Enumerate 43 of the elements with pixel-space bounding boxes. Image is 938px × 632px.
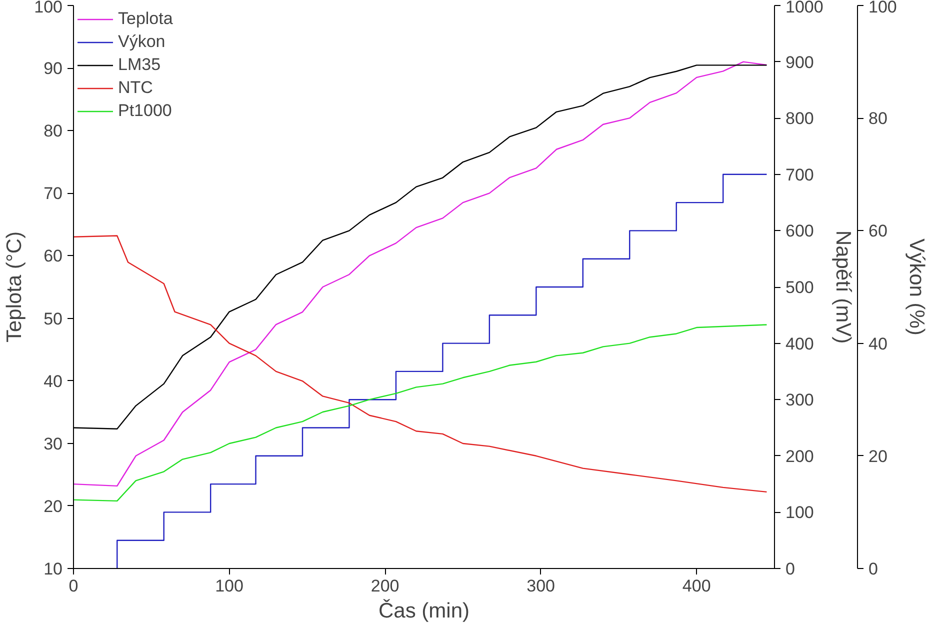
y3-axis-title: Výkon (%) [904, 238, 928, 336]
x-axis-title: Čas (min) [378, 598, 470, 622]
y-tick-label: 60 [44, 246, 63, 266]
line-series [74, 324, 768, 502]
y3-tick-label: 100 [868, 0, 897, 16]
line-series [74, 235, 768, 493]
y2-axis-title: Napětí (mV) [831, 230, 854, 344]
y-tick-label: 50 [44, 309, 63, 328]
y-tick-label: 70 [44, 184, 63, 204]
y2-tick-label: 200 [786, 446, 814, 466]
y-tick-label: 90 [44, 59, 63, 78]
x-tick-label: 0 [68, 576, 78, 596]
x-tick-label: 300 [526, 576, 556, 596]
y-tick-label: 80 [44, 122, 63, 141]
y-tick-label: 10 [44, 560, 63, 578]
y-axis-title: Teplota (°C) [3, 231, 26, 343]
y3-tick-label: 20 [868, 446, 888, 466]
y2-tick-label: 700 [786, 165, 814, 184]
x-tick-label: 200 [370, 576, 400, 596]
y-tick-label: 20 [44, 496, 63, 516]
legend-label: Výkon [118, 32, 166, 52]
legend-label: Pt1000 [118, 101, 172, 121]
y3-tick-label: 60 [868, 222, 888, 241]
y2-tick-label: 1000 [786, 0, 824, 16]
y2-tick-label: 800 [786, 109, 814, 128]
y2-tick-label: 100 [786, 503, 814, 522]
x-tick-label: 100 [215, 576, 244, 596]
y3-tick-label: 80 [868, 109, 888, 128]
legend-label: NTC [118, 78, 153, 98]
y-tick-label: 100 [34, 0, 63, 16]
y2-tick-label: 500 [786, 278, 814, 297]
y2-tick-label: 300 [786, 390, 814, 410]
y2-tick-label: 900 [786, 52, 814, 72]
y3-tick-label: 40 [868, 334, 888, 354]
x-tick-label: 400 [682, 576, 711, 596]
y2-tick-label: 400 [786, 334, 814, 354]
y3-tick-label: 0 [868, 560, 878, 578]
y2-tick-label: 0 [786, 560, 795, 578]
legend-label: Teplota [118, 9, 173, 29]
legend-label: LM35 [118, 55, 161, 75]
y-tick-label: 40 [44, 372, 63, 391]
y2-tick-label: 600 [786, 222, 814, 241]
y-tick-label: 30 [44, 434, 63, 454]
